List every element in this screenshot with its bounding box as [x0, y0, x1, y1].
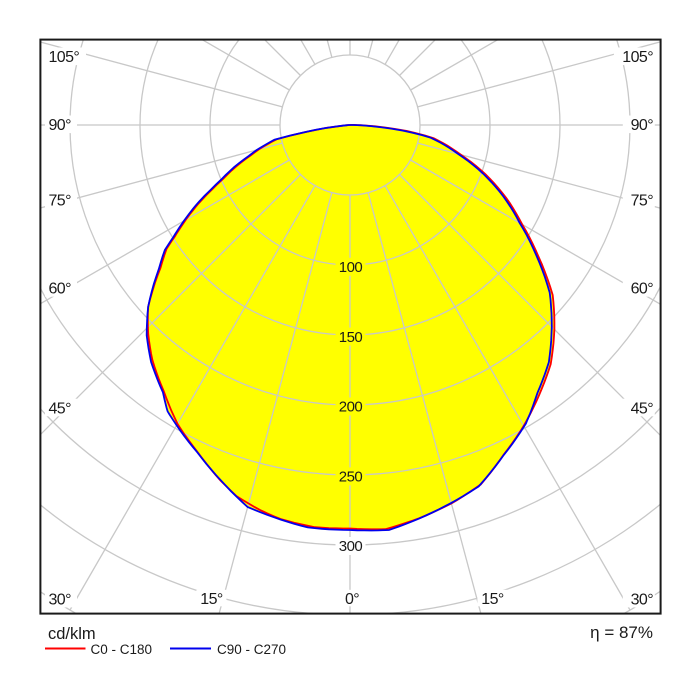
- svg-text:30°: 30°: [49, 591, 72, 608]
- svg-text:250: 250: [339, 469, 363, 486]
- svg-text:105°: 105°: [49, 49, 80, 66]
- svg-text:C0 - C180: C0 - C180: [91, 642, 153, 657]
- svg-text:30°: 30°: [631, 591, 654, 608]
- svg-text:75°: 75°: [49, 193, 72, 210]
- svg-text:60°: 60°: [631, 281, 654, 298]
- svg-text:cd/klm: cd/klm: [48, 625, 96, 643]
- svg-text:45°: 45°: [631, 400, 654, 417]
- svg-text:60°: 60°: [49, 281, 72, 298]
- svg-text:15°: 15°: [481, 591, 504, 608]
- svg-text:75°: 75°: [631, 193, 654, 210]
- svg-text:90°: 90°: [631, 117, 654, 134]
- svg-text:45°: 45°: [49, 400, 72, 417]
- svg-text:C90 - C270: C90 - C270: [217, 642, 286, 657]
- svg-text:η = 87%: η = 87%: [590, 623, 653, 642]
- svg-text:150: 150: [339, 329, 363, 346]
- svg-text:15°: 15°: [200, 591, 223, 608]
- svg-text:200: 200: [339, 399, 363, 416]
- svg-text:0°: 0°: [345, 591, 359, 608]
- svg-text:105°: 105°: [622, 49, 653, 66]
- svg-text:300: 300: [339, 538, 363, 555]
- svg-text:100: 100: [339, 259, 363, 276]
- svg-text:90°: 90°: [49, 117, 72, 134]
